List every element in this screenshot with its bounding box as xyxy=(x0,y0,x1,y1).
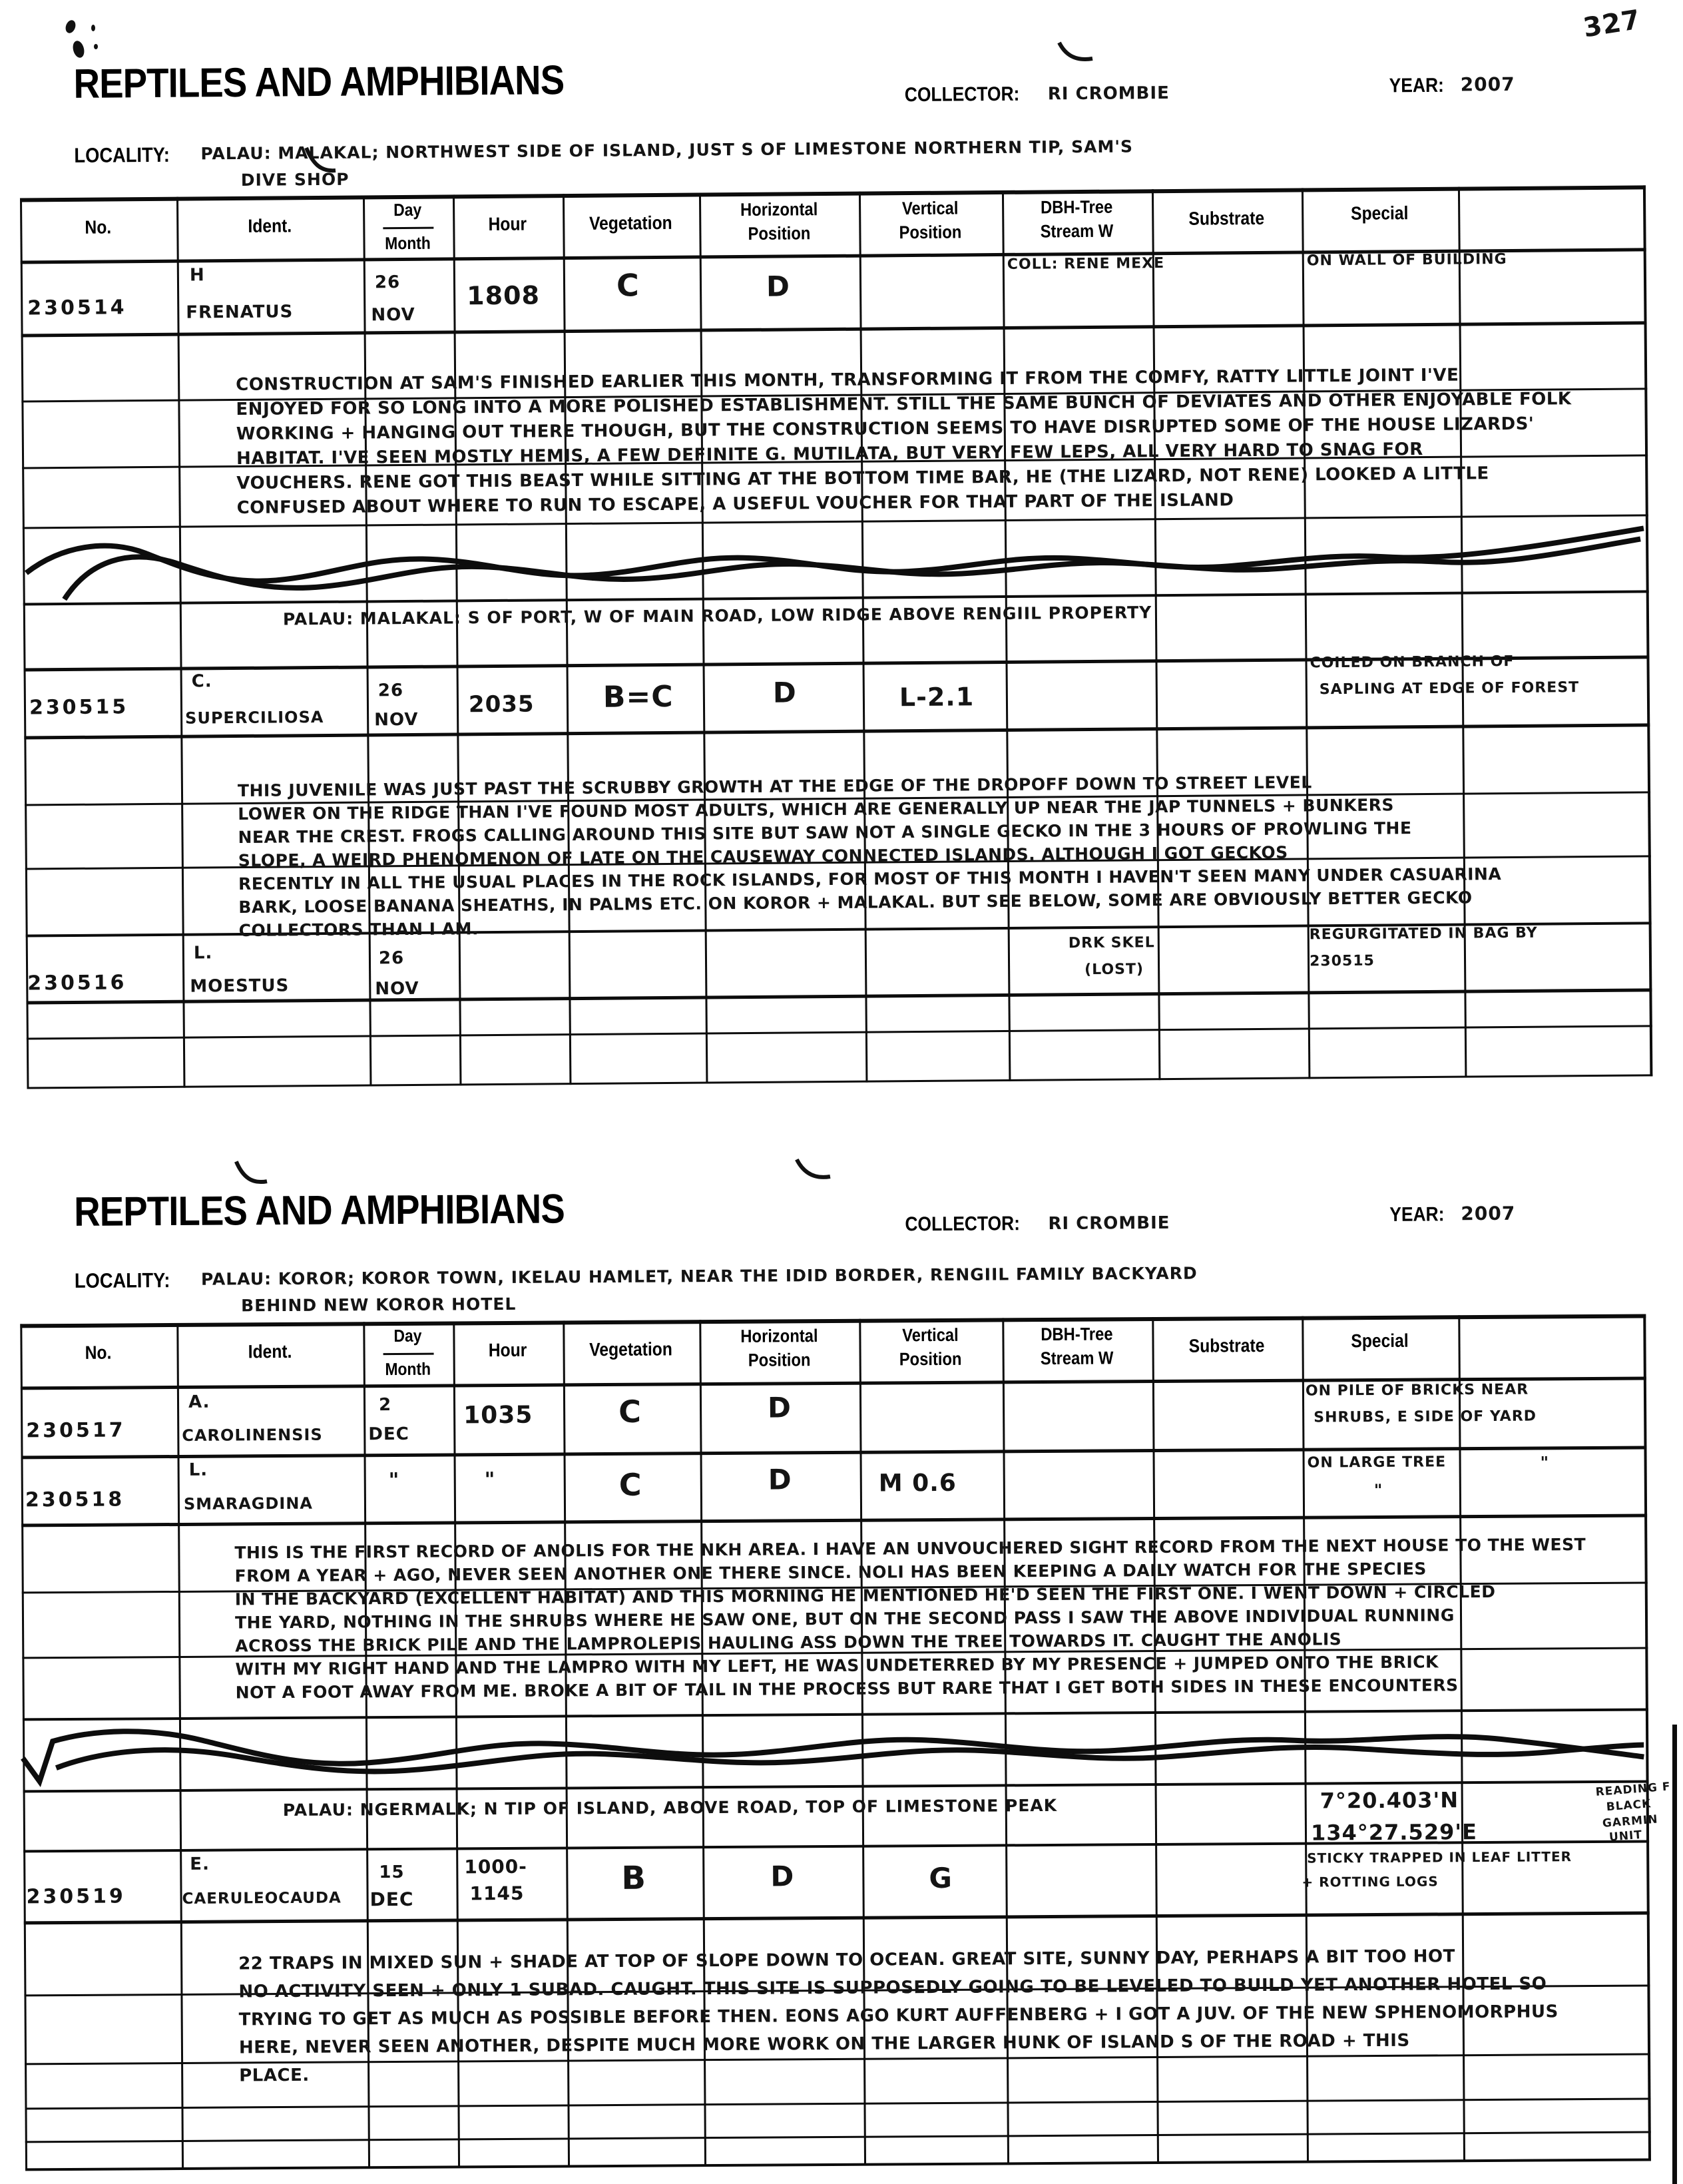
col-header-vertical-1: Vertical xyxy=(902,1324,959,1346)
col-header-dbh-2: Stream W xyxy=(1040,1348,1114,1369)
record-special-ditto2: " xyxy=(1373,1480,1383,1500)
table-rule xyxy=(21,1513,1648,1527)
record-species-line2: SMARAGDINA xyxy=(183,1494,314,1513)
gps-margin-note-1: READING F xyxy=(1594,1780,1672,1799)
col-header-ident: Ident. xyxy=(248,1340,292,1362)
gps-longitude: 134°27.529'E xyxy=(1310,1819,1478,1846)
record-species-line2: CAROLINENSIS xyxy=(182,1425,323,1445)
record-month: DEC xyxy=(369,1888,414,1911)
table-rule xyxy=(25,2158,1652,2171)
col-header-substrate: Substrate xyxy=(1188,1335,1265,1356)
record-no: 230518 xyxy=(25,1488,125,1512)
record-special-line1: STICKY TRAPPED IN LEAF LITTER xyxy=(1307,1848,1572,1866)
record-special-ditto1: " xyxy=(1540,1453,1550,1472)
scan-edge-artifact xyxy=(1672,1725,1677,2184)
record-month: DEC xyxy=(368,1424,409,1445)
gps-margin-note-3: GARMIN xyxy=(1602,1812,1659,1830)
stray-mark xyxy=(1057,41,1093,61)
record-vegetation: C xyxy=(618,1393,642,1430)
record-vegetation: B xyxy=(621,1859,647,1897)
section-divider-squiggle xyxy=(24,525,1644,601)
gps-margin-note-4: UNIT xyxy=(1608,1828,1643,1844)
record-vertical-position: M 0.6 xyxy=(878,1469,957,1498)
section-divider-squiggle xyxy=(21,1729,1644,1787)
col-header-dbh-1: DBH-Tree xyxy=(1041,1324,1113,1345)
table-rule xyxy=(22,1708,1648,1721)
year-label: YEAR: xyxy=(1389,1203,1445,1226)
record-horizontal-position: D xyxy=(768,1463,792,1496)
ink-speck xyxy=(65,20,98,58)
col-header-day: Day xyxy=(393,1325,422,1346)
record-hour-line1: 1000- xyxy=(464,1855,527,1878)
record-hour-line2: 1145 xyxy=(469,1882,525,1905)
locality-label: LOCALITY: xyxy=(74,1268,170,1292)
col-header-hour: Hour xyxy=(488,1339,527,1361)
locality-line1: PALAU: KOROR; KOROR TOWN, IKELAU HAMLET,… xyxy=(200,1263,1198,1289)
record-hour-ditto: " xyxy=(484,1468,496,1492)
col-header-vertical-2: Position xyxy=(899,1348,962,1370)
record-hour: 1035 xyxy=(463,1401,533,1430)
record-special-line2: + ROTTING LOGS xyxy=(1302,1873,1439,1890)
year-value: 2007 xyxy=(1461,1202,1516,1225)
record-special-line1: ON LARGE TREE xyxy=(1307,1454,1447,1472)
table-rule xyxy=(25,2131,1651,2143)
record-species-line1: A. xyxy=(188,1392,210,1412)
col-header-special: Special xyxy=(1351,1330,1409,1352)
sub-locality: PALAU: NGERMALK; N TIP OF ISLAND, ABOVE … xyxy=(282,1795,1058,1820)
record-day: 2 xyxy=(378,1395,392,1416)
record-species-line1: E. xyxy=(190,1854,210,1874)
locality-line2: BEHIND NEW KOROR HOTEL xyxy=(241,1294,517,1316)
collector-value: RI CROMBIE xyxy=(1048,1213,1170,1234)
record-species-line2: CAERULEOCAUDA xyxy=(182,1889,342,1908)
record-day-ditto: " xyxy=(388,1468,400,1493)
field-notes-paragraph: THIS IS THE FIRST RECORD OF ANOLIS FOR T… xyxy=(234,1533,1586,1704)
record-special-line2: SHRUBS, E SIDE OF YARD xyxy=(1314,1408,1537,1426)
col-header-vegetation: Vegetation xyxy=(589,1338,672,1360)
field-notes-paragraph: 22 TRAPS IN MIXED SUN + SHADE AT TOP OF … xyxy=(238,1942,1559,2089)
day-month-divider xyxy=(383,1352,434,1356)
gps-latitude: 7°20.403'N xyxy=(1320,1787,1459,1814)
record-no: 230519 xyxy=(26,1884,126,1909)
stray-mark xyxy=(234,1161,268,1185)
record-special-line1: ON PILE OF BRICKS NEAR xyxy=(1305,1381,1529,1400)
form-title: REPTILES AND AMPHIBIANS xyxy=(74,1186,565,1235)
record-day: 15 xyxy=(379,1862,405,1883)
col-header-horizontal-2: Position xyxy=(748,1350,811,1370)
stray-mark xyxy=(795,1158,831,1179)
record-vertical-position: G xyxy=(929,1861,953,1895)
record-no: 230517 xyxy=(26,1418,126,1443)
col-header-horizontal-1: Horizontal xyxy=(740,1326,818,1346)
gps-margin-note-2: BLACK xyxy=(1606,1797,1652,1814)
collector-label: COLLECTOR: xyxy=(905,1213,1021,1236)
table-rule xyxy=(25,2097,1651,2110)
record-horizontal-position: D xyxy=(770,1860,795,1893)
col-header-no: No. xyxy=(85,1342,112,1363)
record-horizontal-position: D xyxy=(767,1391,792,1424)
record-vegetation: C xyxy=(618,1466,642,1503)
col-header-month: Month xyxy=(385,1358,431,1380)
table-rule xyxy=(20,1314,1646,1328)
table-rule xyxy=(23,1911,1650,1925)
stray-mark xyxy=(304,146,336,173)
record-species-line1: L. xyxy=(188,1460,208,1480)
